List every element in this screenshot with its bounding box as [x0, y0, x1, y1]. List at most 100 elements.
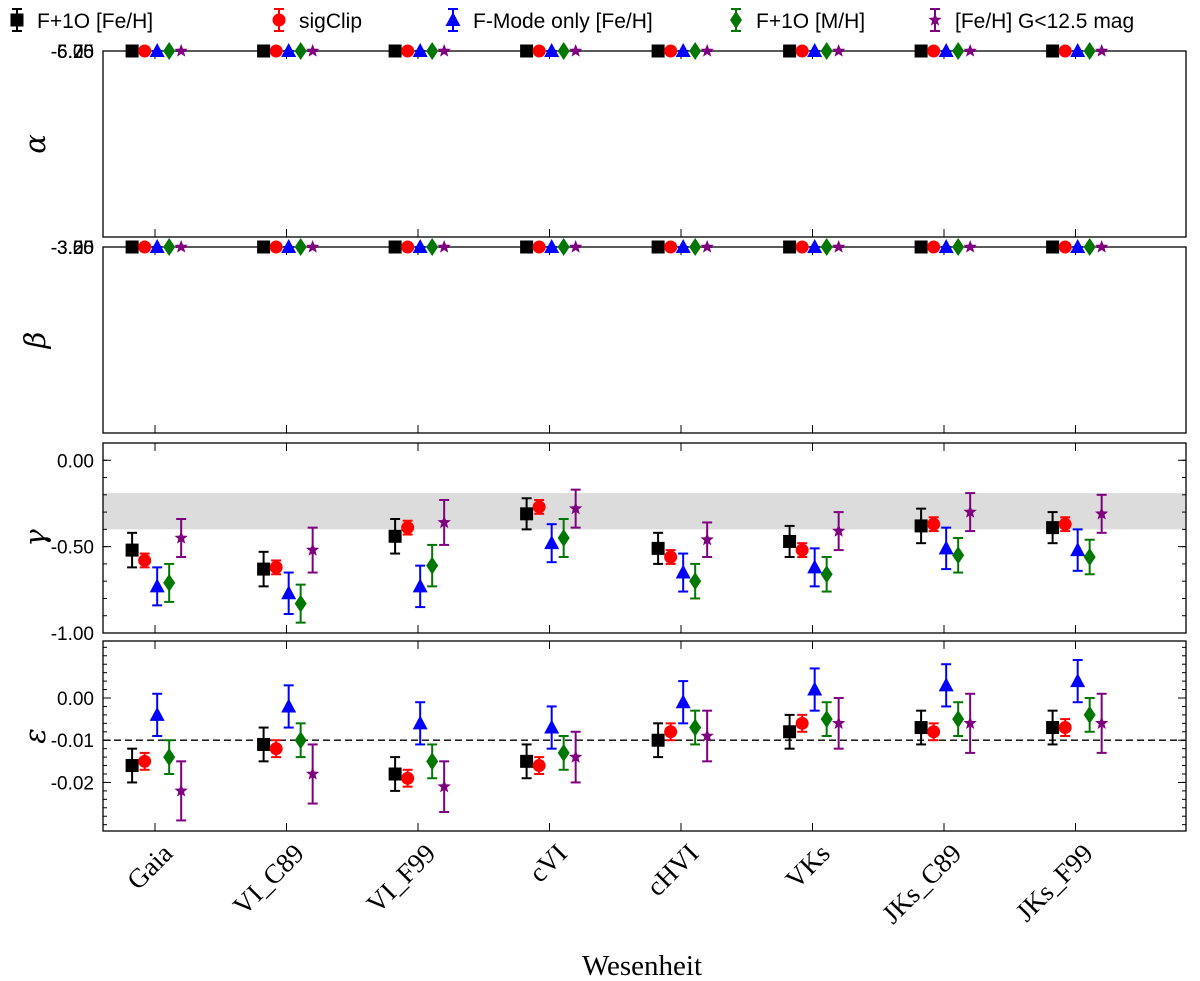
data-point-f1o_feh [651, 44, 665, 58]
data-point-sigclip [1058, 44, 1072, 58]
series-fmode_feh [149, 659, 1086, 750]
data-point-f1o_feh [1046, 521, 1060, 535]
panel-beta: -3.00-3.25-3.50 β [18, 238, 1187, 434]
data-point-feh_g125 [700, 532, 714, 546]
y-axis-label-epsilon: ε [18, 728, 52, 744]
legend-item-sigclip: sigClip [272, 8, 362, 33]
legend-item-f1o_mh: F+1O [M/H] [730, 8, 865, 33]
panel-alpha: -5.75-6.00-6.25 α [18, 42, 1187, 238]
data-point-feh_g125 [174, 240, 188, 253]
series-sigclip [138, 713, 1072, 788]
data-point-sigclip [795, 543, 809, 557]
y-tick-label: -5.75 [51, 42, 94, 63]
data-point-fmode_feh [675, 694, 691, 709]
data-point-f1o_feh [651, 541, 665, 555]
data-point-feh_g125 [1095, 44, 1109, 57]
data-point-f1o_mh [294, 731, 307, 750]
data-point-feh_g125 [174, 783, 188, 797]
data-point-sigclip [664, 44, 678, 58]
data-point-sigclip [401, 44, 415, 58]
data-point-sigclip [795, 716, 809, 730]
data-point-fmode_feh [412, 715, 428, 730]
data-point-f1o_feh [125, 543, 139, 557]
data-point-sigclip [664, 240, 678, 254]
series-f1o_mh [163, 42, 1096, 60]
series-sigclip [138, 240, 1072, 254]
data-point-sigclip [401, 771, 415, 785]
data-point-f1o_mh [689, 42, 702, 60]
data-point-f1o_mh [952, 546, 965, 565]
data-point-feh_g125 [437, 779, 451, 793]
legend-label-f1o_feh: F+1O [Fe/H] [37, 10, 153, 33]
data-point-fmode_feh [281, 698, 297, 713]
data-point-feh_g125 [306, 44, 320, 57]
data-point-feh_g125 [1095, 240, 1109, 253]
data-point-sigclip [532, 500, 546, 514]
data-point-sigclip [138, 240, 152, 254]
data-point-feh_g125 [569, 240, 583, 253]
data-point-f1o_mh [820, 565, 833, 584]
data-point-f1o_mh [557, 529, 570, 547]
shaded-band [103, 493, 1186, 530]
data-point-f1o_feh [388, 44, 402, 58]
legend: F+1O [Fe/H] sigClip F-Mode only [Fe/H] F+1O… [10, 8, 1134, 33]
series-f1o_feh [125, 240, 1060, 254]
data-point-sigclip [664, 550, 678, 564]
data-point-f1o_feh [914, 240, 928, 254]
series-feh_g125 [174, 692, 1109, 822]
series-f1o_mh [163, 518, 1096, 624]
data-point-fmode_feh [412, 578, 428, 593]
data-point-fmode_feh [1070, 673, 1086, 688]
x-tick-label: JKs_C89 [876, 838, 967, 929]
data-point-f1o_feh [520, 754, 534, 768]
data-point-feh_g125 [963, 716, 977, 729]
data-point-sigclip [1058, 240, 1072, 254]
legend-label-f1o_mh: F+1O [M/H] [756, 10, 865, 33]
x-axis-label: Wesenheit [582, 950, 702, 981]
data-point-f1o_feh [520, 507, 534, 521]
data-point-feh_g125 [174, 531, 188, 544]
y-tick-label: 0.00 [57, 451, 94, 472]
data-point-f1o_feh [783, 44, 797, 58]
data-point-f1o_mh [163, 42, 176, 60]
data-point-fmode_feh [1070, 239, 1086, 253]
x-tick-label: VKs [780, 838, 836, 894]
data-point-f1o_mh [294, 594, 307, 613]
data-point-fmode_feh [281, 43, 297, 57]
data-point-f1o_mh [820, 710, 833, 729]
series-f1o_feh [125, 709, 1060, 792]
series-fmode_feh [149, 239, 1086, 253]
data-point-f1o_mh [426, 238, 439, 256]
data-point-sigclip [927, 44, 941, 58]
data-point-f1o_mh [557, 42, 570, 60]
x-tick-label: VI_C89 [227, 838, 310, 921]
data-point-feh_g125 [832, 240, 846, 253]
panel-frame [102, 246, 1187, 434]
data-point-f1o_feh [914, 721, 928, 735]
data-point-fmode_feh [938, 677, 954, 692]
data-point-fmode_feh [938, 43, 954, 57]
data-point-fmode_feh [412, 239, 428, 253]
data-point-feh_g125 [306, 543, 320, 556]
panel-frame [102, 50, 1187, 238]
data-point-sigclip [927, 725, 941, 739]
data-point-f1o_feh [783, 534, 797, 548]
data-point-sigclip [532, 240, 546, 254]
data-point-fmode_feh [149, 706, 165, 721]
series-f1o_feh [125, 44, 1060, 58]
data-point-f1o_mh [1083, 238, 1096, 256]
data-point-sigclip [138, 553, 152, 567]
legend-label-feh_g125: [Fe/H] G<12.5 mag [955, 10, 1134, 33]
data-point-f1o_mh [689, 238, 702, 256]
data-point-f1o_mh [294, 42, 307, 60]
data-point-fmode_feh [281, 585, 297, 600]
series-feh_g125 [174, 240, 1109, 253]
legend-item-fmode_feh: F-Mode only [Fe/H] [445, 8, 653, 33]
data-point-f1o_feh [125, 44, 139, 58]
series-feh_g125 [174, 488, 1109, 574]
panel-frame [102, 640, 1187, 832]
data-point-feh_g125 [437, 44, 451, 57]
data-point-f1o_mh [163, 573, 176, 592]
data-point-f1o_feh [651, 240, 665, 254]
